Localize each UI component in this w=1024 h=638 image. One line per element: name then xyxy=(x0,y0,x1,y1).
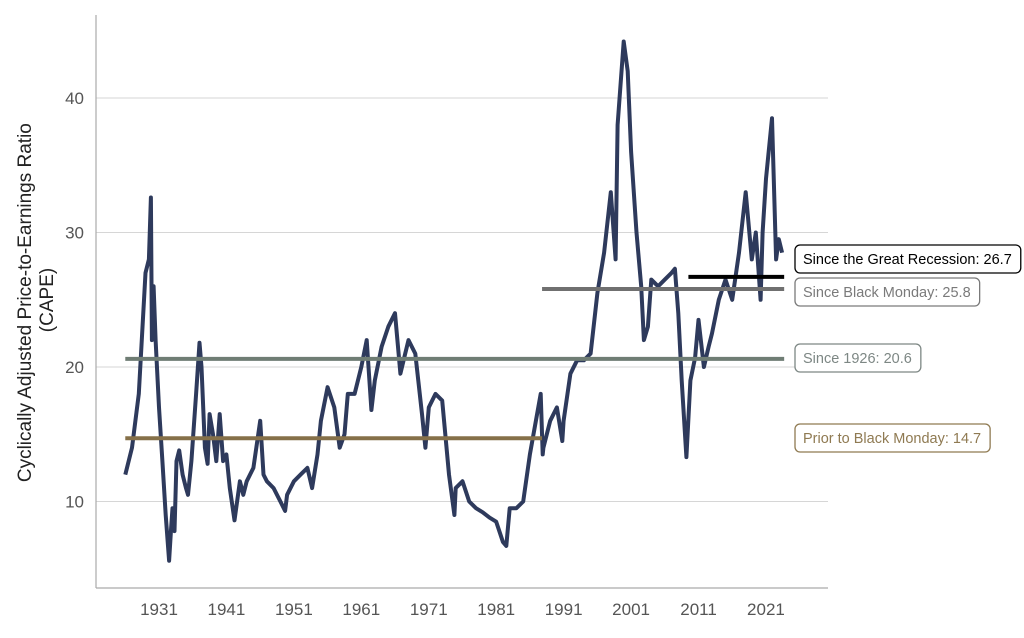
y-tick-label: 10 xyxy=(65,493,84,512)
reference-label-text: Since Black Monday: 25.8 xyxy=(803,285,971,301)
x-tick-label: 1991 xyxy=(545,600,583,619)
y-tick-label: 20 xyxy=(65,358,84,377)
y-tick-labels: 10 20 30 40 xyxy=(65,89,84,512)
x-tick-label: 2011 xyxy=(680,600,717,619)
y-axis-label-line-1: Cyclically Adjusted Price-to-Earnings Ra… xyxy=(15,123,36,482)
reference-label-text: Prior to Black Monday: 14.7 xyxy=(803,431,981,447)
x-tick-labels: 1931 1941 1951 1961 1971 1981 1991 2001 2011 2021 xyxy=(140,600,785,619)
reference-label-box xyxy=(794,423,991,453)
reference-label-box xyxy=(794,277,981,307)
y-axis-label-line-2: (CAPE) xyxy=(37,268,58,332)
y-tick-label: 30 xyxy=(65,224,84,243)
series-layer xyxy=(123,39,785,563)
x-tick-label: 1951 xyxy=(275,600,313,619)
gridlines xyxy=(96,97,828,502)
x-tick-label: 2001 xyxy=(612,600,650,619)
reference-label-box xyxy=(794,244,1022,274)
x-tick-label: 1961 xyxy=(342,600,380,619)
y-tick-label: 40 xyxy=(65,89,84,108)
reference-label-text: Since 1926: 20.6 xyxy=(803,351,912,367)
reference-label: Prior to Black Monday: 14.7 xyxy=(794,423,991,453)
reference-label: Since 1926: 20.6 xyxy=(794,343,922,373)
y-axis-label: Cyclically Adjusted Price-to-Earnings Ra… xyxy=(15,118,58,482)
x-tick-label: 1971 xyxy=(410,600,448,619)
reference-label: Since Black Monday: 25.8 xyxy=(794,277,981,307)
cape-series-line xyxy=(123,39,785,563)
reference-label-box xyxy=(794,343,922,373)
reference-label: Since the Great Recession: 26.7 xyxy=(794,244,1022,274)
reference-label-text: Since the Great Recession: 26.7 xyxy=(803,252,1012,268)
x-tick-label: 1981 xyxy=(477,600,515,619)
reference-labels: Since the Great Recession: 26.7 Since Bla… xyxy=(794,244,1022,453)
x-tick-label: 2021 xyxy=(747,600,785,619)
x-tick-label: 1931 xyxy=(140,600,178,619)
x-tick-label: 1941 xyxy=(208,600,246,619)
reference-lines xyxy=(125,274,785,441)
